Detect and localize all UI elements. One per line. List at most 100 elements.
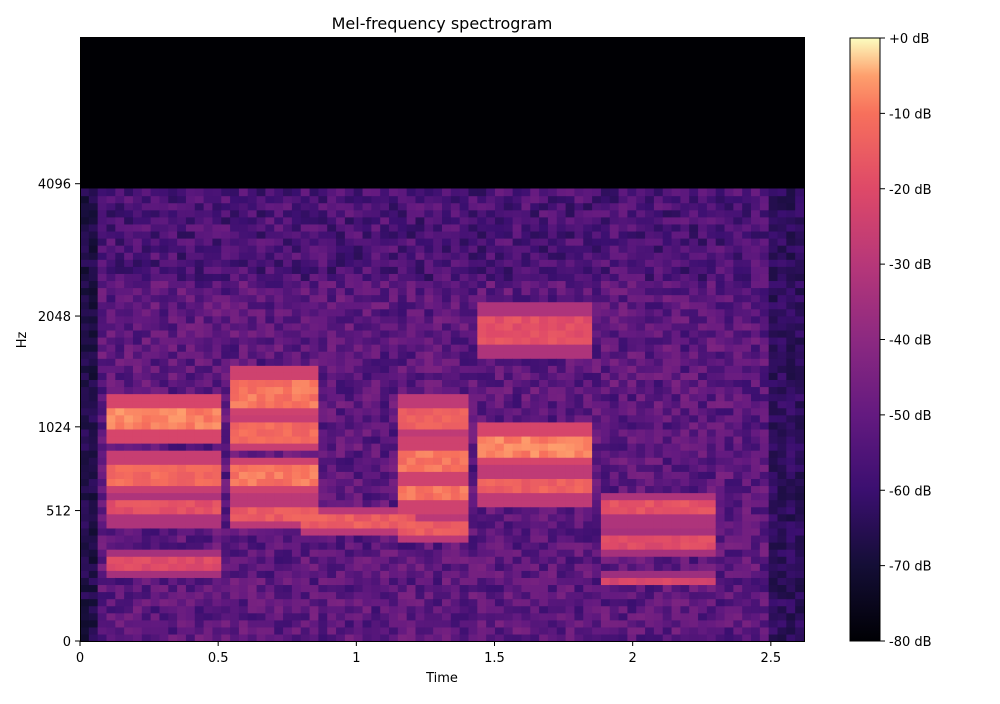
heatmap-cell (185, 527, 196, 536)
heatmap-cell (671, 563, 681, 571)
heatmap-cell (115, 407, 125, 416)
heatmap-cell (636, 273, 646, 282)
heatmap-cell (680, 457, 690, 465)
heatmap-cell (88, 336, 99, 345)
heatmap-cell (627, 428, 637, 437)
heatmap-cell (583, 633, 593, 642)
heatmap-cell (547, 351, 558, 359)
heatmap-cell (389, 329, 399, 338)
heatmap-cell (274, 301, 284, 310)
heatmap-cell (106, 428, 116, 437)
heatmap-cell (97, 513, 108, 522)
heatmap-cell (380, 336, 390, 345)
heatmap-cell (653, 414, 664, 423)
heatmap-cell (680, 577, 690, 586)
heatmap-cell (759, 443, 770, 451)
heatmap-cell (662, 549, 673, 557)
heatmap-cell (618, 485, 629, 494)
heatmap-cell (406, 513, 417, 522)
heatmap-cell (706, 322, 717, 331)
heatmap-cell (106, 478, 116, 487)
heatmap-cell (742, 520, 752, 529)
heatmap-cell (230, 202, 240, 211)
heatmap-cell (194, 259, 205, 267)
heatmap-cell (203, 414, 214, 423)
heatmap-cell (698, 633, 708, 642)
heatmap-cell (645, 542, 655, 550)
heatmap-cell (380, 266, 390, 274)
heatmap-cell (291, 485, 302, 494)
heatmap-cell (336, 421, 346, 430)
heatmap-cell (291, 577, 302, 586)
heatmap-cell (530, 322, 540, 331)
heatmap-cell (238, 499, 249, 508)
heatmap-cell (645, 372, 655, 380)
heatmap-cell (194, 315, 205, 324)
heatmap-cell (547, 542, 558, 550)
heatmap-cell (459, 188, 470, 197)
heatmap-cell (653, 556, 664, 564)
heatmap-cell (556, 499, 567, 508)
heatmap-cell (238, 612, 249, 621)
heatmap-cell (583, 315, 593, 324)
heatmap-cell (256, 379, 267, 388)
heatmap-cell (194, 223, 205, 232)
heatmap-cell (503, 230, 514, 239)
heatmap-cell (203, 478, 214, 487)
heatmap-cell (371, 556, 381, 564)
heatmap-cell (203, 421, 214, 430)
heatmap-cell (636, 223, 646, 232)
heatmap-cell (80, 534, 90, 543)
heatmap-cell (336, 238, 346, 246)
heatmap-cell (256, 421, 267, 430)
heatmap-cell (486, 478, 496, 487)
heatmap-cell (433, 598, 443, 607)
heatmap-cell (706, 209, 717, 218)
heatmap-cell (185, 478, 196, 487)
heatmap-cell (600, 591, 611, 600)
heatmap-cell (600, 520, 611, 529)
heatmap-cell (80, 287, 90, 296)
heatmap-cell (221, 598, 231, 607)
heatmap-cell (477, 598, 487, 607)
heatmap-cell (424, 534, 434, 543)
heatmap-cell (309, 301, 319, 310)
heatmap-cell (689, 280, 699, 289)
heatmap-cell (715, 443, 726, 451)
heatmap-cell (291, 400, 302, 409)
heatmap-cell (212, 216, 222, 225)
heatmap-cell (362, 308, 372, 317)
heatmap-cell (300, 591, 311, 600)
heatmap-cell (300, 188, 311, 197)
heatmap-cell (680, 534, 690, 543)
heatmap-cell (574, 315, 584, 324)
heatmap-cell (494, 202, 505, 211)
heatmap-cell (106, 584, 116, 593)
heatmap-cell (194, 287, 205, 296)
heatmap-cell (132, 273, 143, 282)
heatmap-cell (680, 506, 690, 515)
heatmap-cell (653, 329, 664, 338)
heatmap-cell (680, 393, 690, 402)
heatmap-cell (733, 379, 743, 388)
heatmap-cell (724, 273, 734, 282)
heatmap-cell (150, 633, 161, 642)
heatmap-cell (380, 570, 390, 578)
heatmap-cell (353, 605, 364, 614)
heatmap-cell (600, 457, 611, 465)
heatmap-cell (653, 344, 664, 352)
heatmap-cell (132, 245, 143, 253)
heatmap-cell (168, 549, 178, 557)
heatmap-cell (618, 344, 629, 352)
heatmap-cell (141, 259, 152, 267)
heatmap-cell (539, 329, 549, 338)
heatmap-cell (547, 450, 558, 458)
heatmap-cell (477, 223, 487, 232)
heatmap-cell (300, 400, 311, 409)
heatmap-cell (247, 457, 258, 465)
heatmap-cell (459, 315, 470, 324)
heatmap-cell (521, 421, 531, 430)
heatmap-cell (274, 245, 284, 253)
heatmap-cell (733, 188, 743, 197)
heatmap-cell (706, 315, 717, 324)
